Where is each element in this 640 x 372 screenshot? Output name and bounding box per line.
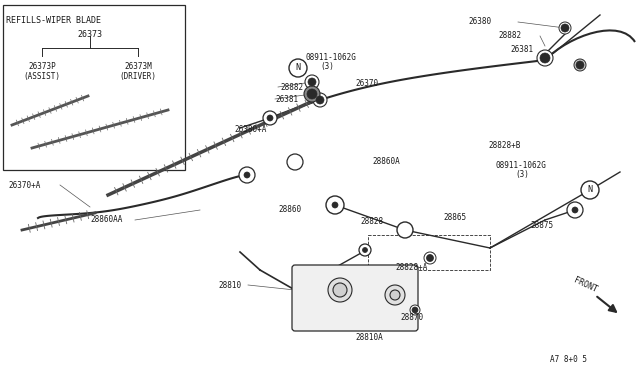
Circle shape <box>239 167 255 183</box>
Circle shape <box>576 61 584 69</box>
Circle shape <box>328 278 352 302</box>
Bar <box>3 5 185 170</box>
Text: 28828+A: 28828+A <box>395 263 428 273</box>
Circle shape <box>244 172 250 178</box>
Text: 28828+B: 28828+B <box>488 141 520 150</box>
Circle shape <box>304 86 320 102</box>
Text: FRONT: FRONT <box>572 276 598 294</box>
Circle shape <box>307 89 317 99</box>
Text: N: N <box>296 64 301 73</box>
Circle shape <box>559 22 571 34</box>
Circle shape <box>410 305 420 315</box>
Text: 26381: 26381 <box>275 96 298 105</box>
Text: 28870: 28870 <box>400 314 423 323</box>
Text: 28860: 28860 <box>278 205 301 215</box>
Text: 26373: 26373 <box>77 30 102 39</box>
Text: (3): (3) <box>320 62 334 71</box>
Circle shape <box>412 307 418 313</box>
Text: 28860A: 28860A <box>372 157 400 167</box>
Circle shape <box>326 196 344 214</box>
Text: 28882: 28882 <box>280 83 303 93</box>
Text: 26370: 26370 <box>355 78 378 87</box>
Text: A7 8+0 5: A7 8+0 5 <box>550 356 587 365</box>
Circle shape <box>397 222 413 238</box>
Circle shape <box>332 202 338 208</box>
Circle shape <box>333 283 347 297</box>
Circle shape <box>390 290 400 300</box>
Text: 08911-1062G: 08911-1062G <box>495 160 546 170</box>
Text: 28882: 28882 <box>498 32 521 41</box>
Circle shape <box>581 181 599 199</box>
Text: 28865: 28865 <box>443 214 466 222</box>
FancyBboxPatch shape <box>292 265 418 331</box>
Circle shape <box>562 25 568 31</box>
Text: 26373M
(DRIVER): 26373M (DRIVER) <box>120 62 157 81</box>
Circle shape <box>567 202 583 218</box>
Circle shape <box>308 78 316 86</box>
Circle shape <box>537 50 553 66</box>
Circle shape <box>305 75 319 89</box>
Circle shape <box>263 111 277 125</box>
Text: 26381: 26381 <box>510 45 533 55</box>
Circle shape <box>313 93 327 107</box>
Circle shape <box>289 59 307 77</box>
Circle shape <box>540 53 550 63</box>
Circle shape <box>316 96 324 104</box>
Text: 2638O+A: 2638O+A <box>234 125 266 135</box>
Circle shape <box>362 247 367 253</box>
Text: N: N <box>588 186 593 195</box>
Circle shape <box>561 24 569 32</box>
Text: REFILLS-WIPER BLADE: REFILLS-WIPER BLADE <box>6 16 101 25</box>
Text: 28810A: 28810A <box>355 334 383 343</box>
Text: 26373P
(ASSIST): 26373P (ASSIST) <box>24 62 61 81</box>
Circle shape <box>424 252 436 264</box>
Text: 28875: 28875 <box>530 221 553 230</box>
Circle shape <box>287 154 303 170</box>
Circle shape <box>426 254 433 262</box>
Text: 26380: 26380 <box>468 17 491 26</box>
Text: 28810: 28810 <box>218 280 241 289</box>
Circle shape <box>267 115 273 121</box>
Circle shape <box>385 285 405 305</box>
Circle shape <box>572 207 578 213</box>
Text: 28828: 28828 <box>360 218 383 227</box>
Circle shape <box>574 59 586 71</box>
Text: (3): (3) <box>515 170 529 180</box>
Text: 26370+A: 26370+A <box>8 180 40 189</box>
Text: 28860AA: 28860AA <box>90 215 122 224</box>
Circle shape <box>359 244 371 256</box>
Text: 08911-1062G: 08911-1062G <box>305 54 356 62</box>
